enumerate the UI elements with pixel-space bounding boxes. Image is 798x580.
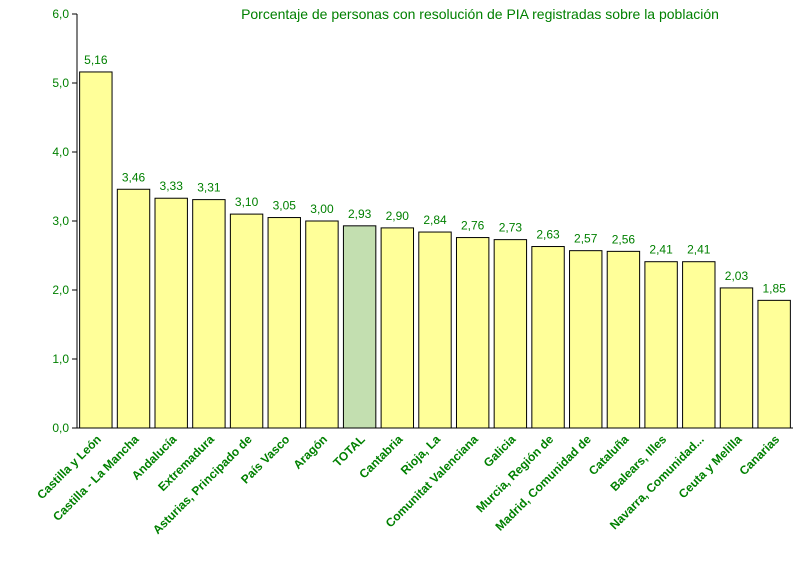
value-label: 2,73 [499,221,523,235]
value-label: 2,90 [386,209,410,223]
bar [606,250,641,429]
value-label: 2,41 [649,243,673,257]
y-tick-label: 3,0 [52,214,69,228]
value-label: 3,00 [310,202,334,216]
value-label: 1,85 [762,281,786,295]
y-tick-label: 0,0 [52,421,69,435]
value-label: 3,33 [160,179,184,193]
value-label: 2,56 [612,232,636,246]
value-label: 3,46 [122,170,146,184]
value-label: 2,93 [348,207,372,221]
value-label: 2,03 [725,269,749,283]
value-label: 5,16 [84,53,108,67]
bar [154,197,188,429]
bar [531,246,565,429]
bar [267,217,301,429]
value-label: 2,63 [536,228,560,242]
bar [569,250,603,429]
value-label: 2,84 [423,213,447,227]
bar [342,225,377,429]
bar [719,287,754,429]
value-label: 2,76 [461,219,485,233]
value-label: 3,31 [197,181,221,195]
chart-title: Porcentaje de personas con resolución de… [241,6,719,22]
bar [493,239,528,429]
bar [380,227,415,429]
bar [418,231,452,429]
y-tick-label: 1,0 [52,352,69,366]
value-label: 2,41 [687,243,711,257]
value-label: 3,05 [273,199,297,213]
x-tick-label: Canarias [737,432,783,478]
value-label: 2,57 [574,232,598,246]
bar [229,213,264,429]
x-tick-label: Castilla y León [34,432,104,502]
value-label: 3,10 [235,195,259,209]
y-tick-label: 6,0 [52,7,69,21]
y-tick-label: 2,0 [52,283,69,297]
bar [305,220,339,429]
bar [644,261,678,429]
bar [116,188,151,429]
bar [192,199,226,429]
x-tick-label: Aragón [290,432,330,472]
bar [757,299,791,429]
y-tick-label: 5,0 [52,76,69,90]
bar [79,71,113,429]
bar [682,261,716,429]
x-tick-label: TOTAL [330,432,367,469]
y-tick-label: 4,0 [52,145,69,159]
bar [455,237,490,429]
